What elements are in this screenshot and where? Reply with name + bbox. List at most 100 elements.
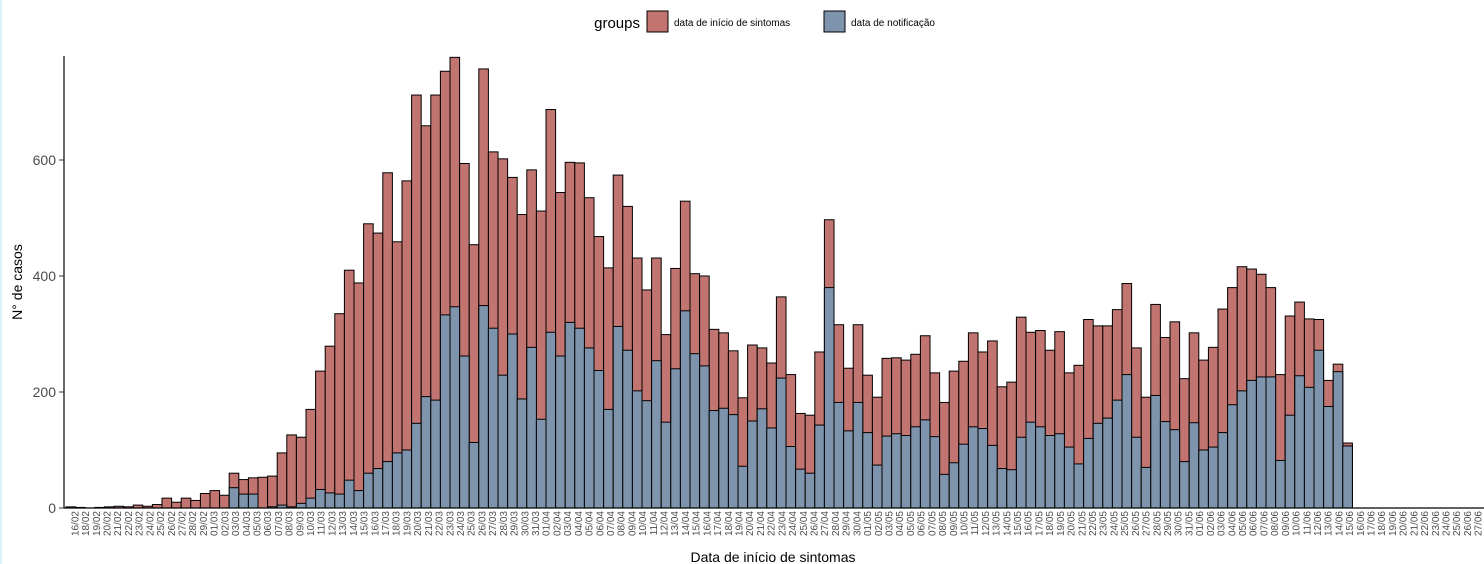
- bar-notification-22/04: [699, 365, 710, 509]
- x-tick-label: 27/03: [488, 511, 499, 536]
- bar-notification-28/04: [756, 408, 768, 509]
- frame-edge: [0, 0, 2, 564]
- bar-notification-14/03: [324, 492, 336, 509]
- x-tick-label: 05/03: [252, 511, 263, 536]
- bar-notification-24/03: [420, 396, 432, 509]
- bar-notification-25/06: [1313, 349, 1325, 509]
- bar-notification-08/05: [852, 401, 864, 509]
- x-tick-label: 18/04: [724, 511, 735, 536]
- x-tick-label: 12/03: [327, 511, 338, 536]
- x-tick-label: 21/02: [113, 511, 124, 536]
- bar-symptoms-18/03: [363, 223, 374, 509]
- bar-notification-13/05: [900, 435, 912, 509]
- bar-notification-15/04: [631, 390, 643, 509]
- x-tick-label: 23/03: [445, 511, 456, 536]
- bar-notification-19/03: [372, 468, 384, 509]
- y-axis-title: N° de casos: [9, 244, 25, 320]
- bar-notification-30/05: [1063, 446, 1075, 509]
- x-tick-label: 24/04: [788, 511, 799, 536]
- x-tick-label: 18/03: [392, 511, 403, 536]
- x-tick-label: 20/02: [102, 511, 113, 536]
- x-tick-label: 28/02: [188, 511, 199, 536]
- bar-notification-11/04: [593, 370, 605, 509]
- bar-symptoms-15/03: [334, 313, 345, 509]
- x-tick-label: 27/02: [177, 511, 188, 536]
- x-tick-label: 03/05: [884, 511, 895, 536]
- x-tick-label: 31/03: [531, 511, 542, 536]
- x-tick-label: 21/03: [424, 511, 435, 536]
- bar-notification-13/06: [1198, 449, 1209, 509]
- x-tick-label: 22/03: [435, 511, 446, 536]
- x-tick-label: 04/06: [1227, 511, 1238, 536]
- bar-notification-12/05: [891, 433, 902, 509]
- x-tick-label: 24/06: [1442, 511, 1453, 536]
- bar-notification-15/06: [1217, 432, 1229, 509]
- x-tick-label: 16/05: [1024, 511, 1035, 536]
- x-tick-label: 12/06: [1313, 511, 1324, 536]
- x-tick-label: 25/05: [1120, 511, 1131, 536]
- bar-notification-27/05: [1035, 426, 1046, 509]
- x-tick-label: 15/05: [1013, 511, 1024, 536]
- x-tick-label: 04/04: [574, 511, 585, 536]
- x-tick-label: 29/02: [199, 511, 210, 536]
- x-tick-label: 02/05: [874, 511, 885, 536]
- bar-notification-04/04: [526, 346, 537, 509]
- bar-notification-17/03: [353, 490, 365, 509]
- x-tick-label: 14/05: [1002, 511, 1013, 536]
- legend: groups data de início de sintomas data d…: [594, 10, 935, 33]
- bar-notification-01/04: [497, 374, 509, 509]
- x-tick-label: 26/06: [1463, 511, 1474, 536]
- bar-symptoms-14/03: [324, 345, 336, 509]
- x-tick-label: 18/02: [81, 511, 92, 536]
- x-tick-label: 13/04: [670, 511, 681, 536]
- bar-notification-17/06: [1236, 390, 1248, 509]
- bar-notification-16/03: [343, 479, 355, 509]
- bar-notification-14/06: [1207, 446, 1219, 509]
- bar-notification-23/04: [708, 410, 720, 509]
- bar-notification-07/06: [1140, 466, 1152, 509]
- bar-symptoms-19/03: [372, 232, 384, 509]
- x-tick-label: 02/04: [552, 511, 563, 536]
- bar-notification-10/04: [583, 347, 595, 509]
- x-tick-label: 23/02: [135, 511, 146, 536]
- x-tick-label: 10/04: [638, 511, 649, 536]
- x-tick-label: 01/05: [863, 511, 874, 536]
- x-tick-label: 02/03: [220, 511, 231, 536]
- bar-notification-19/06: [1255, 376, 1267, 509]
- y-tick-label: 200: [33, 384, 57, 400]
- x-tick-label: 26/05: [1131, 511, 1142, 536]
- x-tick-label: 10/05: [959, 511, 970, 536]
- bar-notification-20/03: [382, 461, 393, 509]
- bar-notification-06/03: [247, 493, 259, 509]
- x-tick-label: 29/03: [510, 511, 521, 536]
- bar-notification-31/05: [1073, 463, 1085, 509]
- x-tick-label: 24/03: [456, 511, 467, 536]
- x-tick-label: 20/03: [413, 511, 424, 536]
- bar-notification-28/05: [1044, 435, 1056, 509]
- x-tick-label: 28/05: [1152, 511, 1163, 536]
- bar-symptoms-17/03: [353, 282, 365, 509]
- x-tick-label: 19/02: [92, 511, 103, 536]
- bar-symptoms-12/03: [305, 408, 317, 509]
- x-tick-label: 25/06: [1452, 511, 1463, 536]
- bar-notification-24/05: [1006, 469, 1017, 509]
- bar-notification-27/04: [747, 420, 758, 509]
- bar-notification-25/04: [727, 414, 739, 509]
- bar-symptoms-10/03: [286, 434, 297, 509]
- x-tick-label: 26/03: [477, 511, 488, 536]
- bar-symptoms-13/03: [315, 370, 326, 509]
- x-tick-label: 20/04: [745, 511, 756, 536]
- bar-notification-14/05: [910, 426, 921, 509]
- bar-notification-15/03: [334, 493, 345, 509]
- x-tick-label: 28/04: [831, 511, 842, 536]
- x-tick-label: 19/03: [402, 511, 413, 536]
- x-tick-label: 16/02: [70, 511, 81, 536]
- legend-swatch-symptoms: [646, 10, 669, 33]
- y-tick-label: 600: [33, 152, 57, 168]
- x-tick-label: 17/05: [1034, 511, 1045, 536]
- bar-symptoms-07/03: [257, 476, 269, 509]
- x-tick-label: 19/05: [1056, 511, 1067, 536]
- bar-notification-07/05: [843, 430, 854, 509]
- x-tick-label: 29/05: [1163, 511, 1174, 536]
